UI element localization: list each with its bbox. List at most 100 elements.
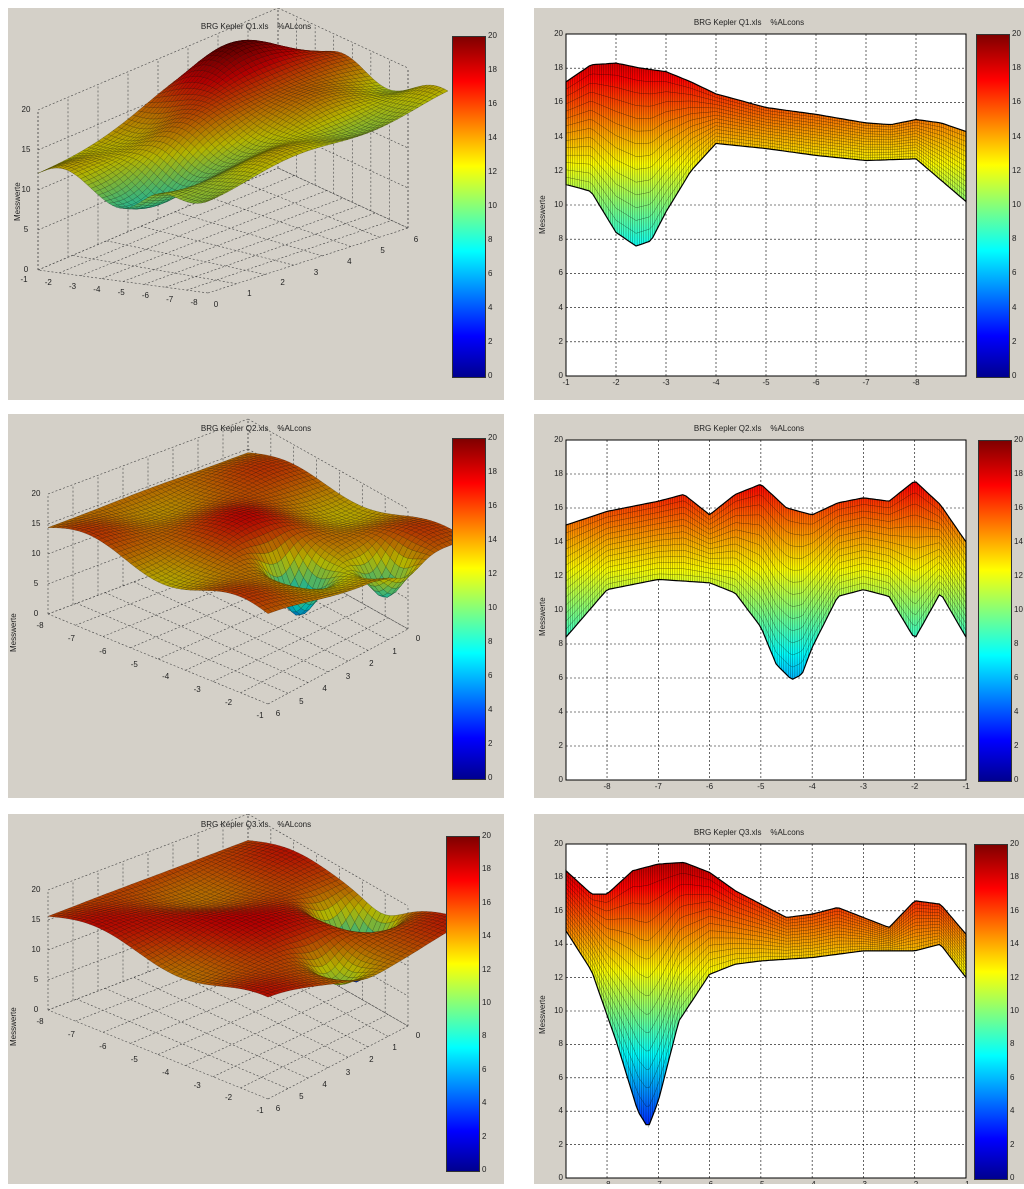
x-tick-label: -7 (862, 378, 870, 387)
y-tick-label: 14 (554, 537, 563, 546)
colorbar-tick: 12 (1010, 972, 1019, 982)
z-tick-label: 0 (23, 265, 29, 274)
colorbar-tick: 14 (488, 133, 497, 142)
y-tick-label: 12 (554, 571, 563, 580)
colorbar-tick: 16 (488, 99, 497, 108)
y-tick-label: 2 (558, 1139, 563, 1149)
y-tick-label: 2 (558, 741, 563, 750)
colorbar-tick: 16 (482, 897, 491, 907)
y-tick-label: 10 (554, 1006, 563, 1015)
x-tick-label: -2 (44, 278, 52, 288)
colorbar-tick: 16 (488, 501, 497, 510)
colorbar-tick: 8 (1014, 639, 1019, 648)
colorbar-tick: 16 (1014, 503, 1023, 512)
y-tick-label: 18 (554, 63, 563, 73)
colorbar-tick: 8 (488, 637, 493, 646)
colorbar (452, 438, 486, 780)
y-tick-label: 5 (380, 245, 385, 255)
x-tick-label: -3 (193, 1080, 201, 1090)
colorbar-tick: 0 (488, 773, 493, 782)
y-tick-label: 2 (369, 1055, 374, 1065)
y-tick-label: 6 (275, 1104, 281, 1113)
y-tick-label: 8 (558, 1039, 563, 1049)
x-tick-label: -5 (746, 1181, 776, 1185)
chart-title: BRG Kepler Q3.xls %ALcons (200, 820, 312, 829)
colorbar (452, 36, 486, 378)
colorbar-tick: 12 (488, 569, 497, 578)
colorbar-tick: 16 (1012, 97, 1021, 107)
y-tick-label: 6 (413, 235, 419, 244)
y-tick-label: 20 (554, 29, 563, 38)
y-tick-label: 1 (247, 289, 252, 299)
colorbar-tick: 2 (1012, 336, 1017, 346)
x-tick-label: -3 (662, 378, 670, 387)
x-tick-label: -7 (67, 633, 75, 643)
colorbar-tick: 18 (1010, 872, 1019, 882)
colorbar-tick: 4 (1010, 1106, 1015, 1116)
colorbar-tick: 2 (488, 739, 493, 748)
y-tick-label: 4 (322, 684, 327, 693)
colorbar-tick: 12 (482, 964, 491, 974)
x-tick-label: -7 (67, 1029, 75, 1039)
colorbar-tick: 18 (482, 864, 491, 874)
colorbar-tick: 6 (1014, 673, 1019, 682)
y-tick-label: 3 (345, 671, 351, 681)
chart-title: BRG Kepler Q2.xls %ALcons (200, 424, 312, 433)
x-tick-label: -7 (654, 782, 662, 791)
surface-mesh (37, 39, 449, 210)
y-tick-label: 0 (558, 371, 563, 380)
y-tick-label: 0 (415, 634, 421, 643)
colorbar-tick: 2 (1010, 1139, 1015, 1149)
x-tick-label: -5 (130, 659, 138, 669)
colorbar-tick: 18 (1014, 469, 1023, 478)
x-tick-label: -4 (93, 284, 101, 294)
colorbar (974, 844, 1008, 1180)
y-tick-label: 18 (554, 872, 563, 882)
z-tick-label: 10 (31, 945, 41, 954)
x-tick-label: -8 (592, 1181, 622, 1185)
chart-title: BRG Kepler Q1.xls %ALcons (200, 22, 312, 31)
z-tick-label: 10 (21, 185, 31, 194)
z-tick-label: 0 (33, 609, 39, 618)
colorbar-tick: 14 (1014, 537, 1023, 546)
colorbar-tick: 4 (482, 1098, 487, 1108)
y-tick-label: 2 (369, 659, 374, 668)
x-tick-label: -6 (706, 782, 714, 791)
z-tick-label: 15 (21, 145, 31, 154)
x-tick-label: -1 (256, 1106, 264, 1115)
x-tick-label: -2 (225, 1093, 233, 1103)
colorbar-tick: 8 (482, 1031, 487, 1041)
colorbar-tick: 6 (1012, 268, 1017, 278)
y-tick-label: 5 (299, 1091, 304, 1101)
y-tick-label: 0 (558, 1173, 563, 1182)
colorbar-tick: 6 (482, 1064, 487, 1074)
x-tick-label: -4 (162, 1067, 170, 1077)
z-tick-label: 5 (33, 579, 39, 588)
x-tick-label: -5 (762, 378, 770, 387)
y-tick-label: 16 (554, 503, 563, 512)
colorbar (976, 34, 1010, 378)
y-tick-label: 14 (554, 939, 563, 949)
colorbar-tick: 0 (1010, 1173, 1015, 1182)
colorbar-tick: 18 (1012, 63, 1021, 73)
surface-mesh (565, 862, 967, 1128)
colorbar-tick: 10 (1012, 200, 1021, 209)
x-tick-label: -6 (812, 378, 820, 387)
x-tick-label: -3 (69, 281, 77, 291)
chart-q2-3d: BRG Kepler Q2.xls %ALcons Messwerte 0 5 10… (8, 414, 504, 798)
chart-title: BRG Kepler Q3.xls %ALcons (693, 828, 805, 837)
plot-3d (37, 8, 449, 294)
colorbar-tick: 18 (488, 467, 497, 476)
x-tick-label: -2 (911, 782, 919, 791)
surface-mesh (47, 840, 469, 998)
chart-q3-3d: BRG Kepler Q3.xls %ALcons Messwerte 0 5 10… (8, 814, 504, 1184)
x-tick-label: -3 (859, 782, 867, 791)
colorbar-tick: 14 (482, 931, 491, 941)
chart-title: BRG Kepler Q1.xls %ALcons (693, 18, 805, 27)
colorbar-tick: 12 (1012, 165, 1021, 175)
colorbar-tick: 0 (1012, 371, 1017, 380)
y-tick-label: 6 (558, 1072, 563, 1082)
colorbar-tick: 4 (1012, 302, 1017, 312)
